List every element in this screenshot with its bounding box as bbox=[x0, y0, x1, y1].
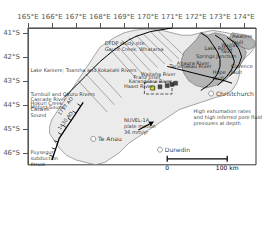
svg-text:173°E: 173°E bbox=[209, 13, 230, 21]
svg-text:170°E: 170°E bbox=[137, 13, 158, 21]
svg-text:fault: fault bbox=[221, 48, 232, 54]
svg-text:Puysegur: Puysegur bbox=[30, 148, 54, 155]
svg-text:Taramakau River: Taramakau River bbox=[169, 63, 213, 69]
svg-text:100 km: 100 km bbox=[216, 164, 239, 171]
svg-text:Springs Junction: Springs Junction bbox=[196, 52, 237, 59]
svg-text:Hokuri Creek: Hokuri Creek bbox=[30, 100, 63, 107]
svg-text:Wairau: Wairau bbox=[221, 42, 239, 49]
svg-text:44°S: 44°S bbox=[3, 101, 20, 109]
svg-text:Lake Kaniere; Toaroha and Koka: Lake Kaniere; Toaroha and Kokatahi River… bbox=[30, 67, 137, 73]
svg-text:41°S: 41°S bbox=[3, 29, 20, 37]
svg-text:42°S: 42°S bbox=[3, 53, 20, 61]
svg-text:169°E: 169°E bbox=[113, 13, 134, 21]
svg-text:fault: fault bbox=[213, 75, 224, 81]
svg-text:Te Anau: Te Anau bbox=[97, 135, 122, 142]
svg-text:fault: fault bbox=[231, 69, 242, 75]
svg-text:167°E: 167°E bbox=[65, 13, 86, 21]
svg-text:0: 0 bbox=[165, 164, 169, 171]
svg-text:Caswell: Caswell bbox=[30, 106, 50, 112]
svg-text:Cascade River: Cascade River bbox=[30, 95, 67, 102]
svg-text:45°S: 45°S bbox=[3, 125, 20, 133]
svg-text:1430 AD: 1430 AD bbox=[56, 110, 74, 131]
svg-text:Awatere: Awatere bbox=[232, 32, 253, 39]
svg-text:Karanganui River: Karanganui River bbox=[128, 77, 172, 84]
svg-text:plate motion: plate motion bbox=[124, 123, 156, 130]
svg-text:171°E: 171°E bbox=[161, 13, 182, 21]
svg-text:46°S: 46°S bbox=[3, 149, 20, 157]
svg-text:Clarence: Clarence bbox=[230, 62, 253, 69]
svg-text:DFDP study site,: DFDP study site, bbox=[104, 40, 147, 46]
svg-text:165°E: 165°E bbox=[17, 13, 38, 21]
svg-text:Turnbull and Okuru Rivers: Turnbull and Okuru Rivers bbox=[30, 91, 95, 97]
svg-text:thrust: thrust bbox=[30, 161, 45, 167]
svg-text:43°S: 43°S bbox=[3, 77, 20, 85]
svg-text:subduction: subduction bbox=[30, 154, 58, 161]
svg-text:172°E: 172°E bbox=[185, 13, 206, 21]
svg-text:Haast River: Haast River bbox=[124, 83, 154, 89]
svg-text:Sound: Sound bbox=[30, 112, 46, 118]
svg-text:pressures at depth: pressures at depth bbox=[194, 120, 241, 127]
svg-text:High exhumation rates: High exhumation rates bbox=[193, 107, 251, 114]
svg-text:174°E: 174°E bbox=[233, 13, 254, 21]
svg-text:Lake Rototi: Lake Rototi bbox=[204, 45, 233, 52]
svg-text:Gaunt Creek, Whataroa: Gaunt Creek, Whataroa bbox=[105, 46, 164, 52]
svg-text:NUVEL-1A: NUVEL-1A bbox=[124, 117, 150, 124]
svg-text:Dunedin: Dunedin bbox=[165, 146, 190, 153]
svg-text:Christchurch: Christchurch bbox=[216, 90, 254, 97]
svg-text:36 mm/yr: 36 mm/yr bbox=[124, 129, 149, 136]
svg-text:and high inferred pore fluid: and high inferred pore fluid bbox=[193, 113, 262, 120]
svg-text:166°E: 166°E bbox=[41, 13, 62, 21]
svg-text:168°E: 168°E bbox=[89, 13, 110, 21]
svg-text:Hope: Hope bbox=[212, 68, 226, 75]
